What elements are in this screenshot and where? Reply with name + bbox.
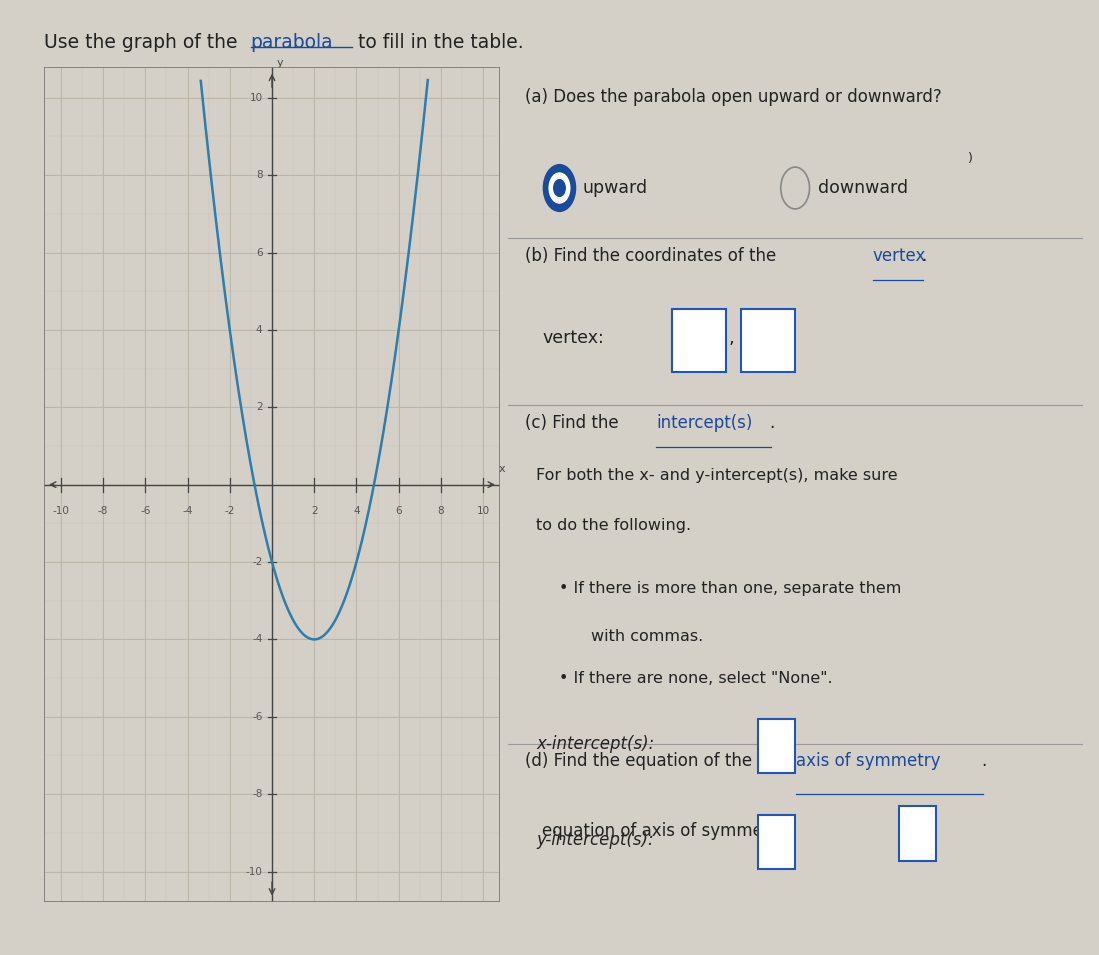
Text: vertex: vertex bbox=[873, 246, 926, 265]
Text: 8: 8 bbox=[256, 170, 263, 180]
Text: y-intercept(s):: y-intercept(s): bbox=[536, 831, 654, 849]
Text: x-intercept(s):: x-intercept(s): bbox=[536, 734, 655, 753]
Text: (d) Find the equation of the: (d) Find the equation of the bbox=[525, 753, 757, 770]
FancyBboxPatch shape bbox=[899, 806, 936, 860]
Text: vertex:: vertex: bbox=[542, 329, 604, 348]
Text: -2: -2 bbox=[252, 557, 263, 567]
Circle shape bbox=[550, 173, 569, 203]
Text: .: . bbox=[980, 753, 986, 770]
Text: equation of axis of symmetry:: equation of axis of symmetry: bbox=[542, 822, 791, 840]
FancyBboxPatch shape bbox=[758, 815, 795, 869]
Text: -10: -10 bbox=[53, 506, 69, 516]
Text: 8: 8 bbox=[437, 506, 444, 516]
Text: to do the following.: to do the following. bbox=[536, 518, 691, 533]
Text: 10: 10 bbox=[477, 506, 490, 516]
Text: -6: -6 bbox=[141, 506, 151, 516]
Text: x: x bbox=[499, 464, 506, 475]
Text: For both the x- and y-intercept(s), make sure: For both the x- and y-intercept(s), make… bbox=[536, 468, 898, 483]
Text: .: . bbox=[769, 414, 775, 432]
Text: -4: -4 bbox=[182, 506, 192, 516]
Text: 10: 10 bbox=[249, 93, 263, 103]
Text: (a) Does the parabola open upward or downward?: (a) Does the parabola open upward or dow… bbox=[525, 88, 942, 106]
FancyBboxPatch shape bbox=[671, 309, 726, 371]
Text: -2: -2 bbox=[224, 506, 235, 516]
Text: 2: 2 bbox=[311, 506, 318, 516]
Text: (c) Find the: (c) Find the bbox=[525, 414, 624, 432]
Text: -8: -8 bbox=[98, 506, 109, 516]
FancyBboxPatch shape bbox=[741, 309, 795, 371]
FancyBboxPatch shape bbox=[758, 718, 795, 773]
Text: y: y bbox=[277, 58, 284, 68]
Text: • If there is more than one, separate them: • If there is more than one, separate th… bbox=[559, 581, 902, 596]
Text: • If there are none, select "None".: • If there are none, select "None". bbox=[559, 671, 833, 686]
Text: ): ) bbox=[967, 152, 973, 165]
Text: ,: , bbox=[729, 329, 735, 348]
Text: 6: 6 bbox=[396, 506, 402, 516]
Text: 2: 2 bbox=[256, 402, 263, 413]
Text: to fill in the table.: to fill in the table. bbox=[352, 33, 523, 53]
Text: (b) Find the coordinates of the: (b) Find the coordinates of the bbox=[525, 246, 781, 265]
Text: intercept(s): intercept(s) bbox=[656, 414, 753, 432]
Text: -8: -8 bbox=[252, 789, 263, 799]
Circle shape bbox=[543, 164, 576, 211]
Text: Use the graph of the: Use the graph of the bbox=[44, 33, 244, 53]
Text: 6: 6 bbox=[256, 247, 263, 258]
Circle shape bbox=[554, 180, 565, 197]
Text: downward: downward bbox=[818, 179, 908, 197]
Text: .: . bbox=[922, 246, 926, 265]
Text: 4: 4 bbox=[353, 506, 359, 516]
Text: -10: -10 bbox=[245, 866, 263, 877]
Text: parabola: parabola bbox=[251, 33, 333, 53]
Text: axis of symmetry: axis of symmetry bbox=[797, 753, 941, 770]
Text: -6: -6 bbox=[252, 711, 263, 722]
Text: 4: 4 bbox=[256, 325, 263, 335]
Text: upward: upward bbox=[582, 179, 647, 197]
Text: -4: -4 bbox=[252, 634, 263, 645]
Text: with commas.: with commas. bbox=[591, 629, 703, 645]
